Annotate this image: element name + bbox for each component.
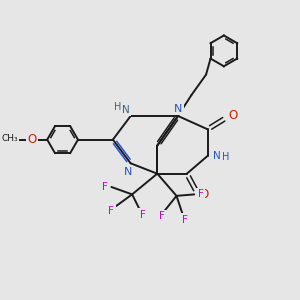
- Text: N: N: [213, 151, 221, 161]
- Text: F: F: [159, 211, 165, 221]
- Text: CH₃: CH₃: [1, 134, 18, 143]
- Text: O: O: [27, 133, 36, 146]
- Text: F: F: [102, 182, 108, 192]
- Text: N: N: [124, 167, 132, 177]
- Text: F: F: [109, 206, 114, 216]
- Text: N: N: [174, 103, 182, 114]
- Text: F: F: [198, 189, 204, 200]
- Text: H: H: [114, 101, 121, 112]
- Text: O: O: [229, 109, 238, 122]
- Text: H: H: [222, 152, 229, 162]
- Text: F: F: [182, 214, 188, 224]
- Text: N: N: [122, 105, 130, 115]
- Text: O: O: [199, 188, 208, 202]
- Text: F: F: [140, 209, 146, 220]
